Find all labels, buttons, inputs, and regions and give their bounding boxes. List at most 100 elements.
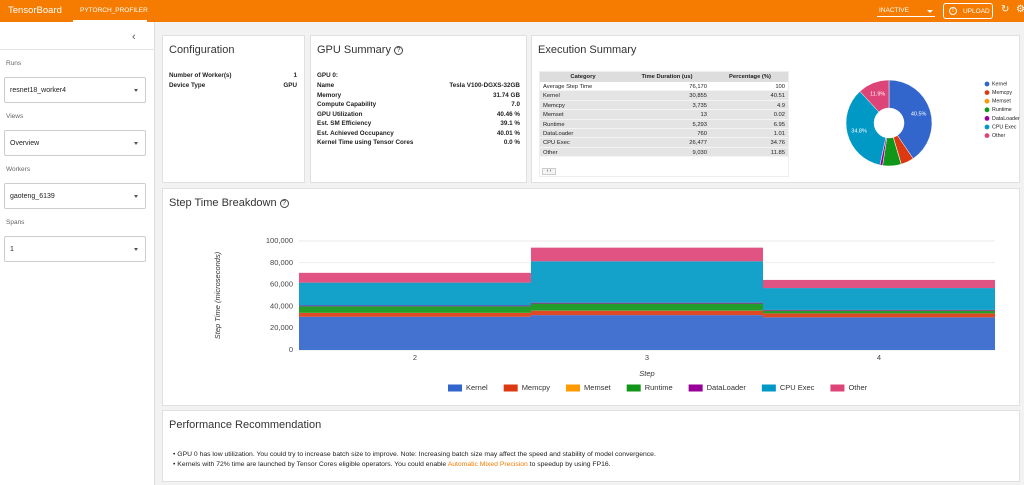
row-value: 7.0 (511, 101, 520, 108)
y-axis-label: Step Time (microseconds) (213, 251, 222, 339)
field-label: Workers (6, 166, 31, 173)
legend-swatch (448, 384, 462, 392)
select-caret (134, 89, 138, 92)
settings-icon[interactable]: ⚙ (1016, 4, 1024, 15)
bar-segment (299, 306, 531, 313)
amp-link[interactable]: Automatic Mixed Precision (447, 461, 528, 468)
table-cell: 40.51 (770, 93, 785, 100)
table-cell: 76,170 (689, 84, 707, 90)
select-caret (134, 142, 138, 145)
table-row: Memcpy 3,735 4.9 (540, 100, 788, 111)
select-value: resnet18_worker4 (10, 87, 67, 94)
row-label: Memory (317, 91, 342, 99)
summary-table: Category Time Duration (us) Percentage (%)… (539, 71, 789, 177)
legend-swatch (761, 384, 776, 392)
column-header: Category (570, 74, 596, 80)
table-cell: 0.02 (773, 112, 785, 119)
bar-segment (763, 288, 995, 310)
table-row: Runtime 5,293 6.95 (540, 119, 788, 129)
row-label: Number of Worker(s) (169, 72, 232, 79)
pie-slice (888, 79, 933, 159)
table-cell: Average Step Time (543, 84, 593, 90)
upload-icon: ! (949, 7, 957, 15)
table-row: Memset 13 0.02 (540, 110, 788, 120)
bar-segment (299, 282, 531, 306)
row-label: Kernel Time using Tensor Cores (317, 139, 414, 146)
column-header: Percentage (%) (729, 74, 771, 80)
row-value: Tesla V100-DGXS-32GB (449, 82, 520, 89)
profiler-tab[interactable]: PYTORCH_PROFILER (80, 7, 148, 14)
execution-summary-card: Execution Summary 40.5% Kernel Memcpy Memse… (531, 35, 1020, 183)
table-cell: 13 (700, 112, 707, 119)
table-pager[interactable]: ‹ › (542, 168, 556, 175)
collapse-chevron[interactable]: ‹ (132, 31, 136, 43)
row-value: 31.74 GB (493, 91, 520, 99)
legend-label: Runtime (645, 383, 673, 392)
card-title: Configuration (169, 44, 235, 56)
select-value: 1 (10, 246, 14, 253)
gpu-summary-card: GPU Summary? GPU 0: Name Tesla V100-DGXS-… (310, 35, 527, 183)
card-title: Execution Summary (538, 44, 637, 56)
bar-segment (299, 305, 531, 307)
row-label: Est. SM Efficiency (317, 120, 372, 127)
pie-label: 40.5% (911, 111, 927, 117)
table-cell: Other (543, 149, 558, 156)
recommendation-item: • GPU 0 has low utilization. You could t… (173, 451, 656, 458)
pie-label: 11.9% (870, 92, 885, 98)
field-label: Spans (6, 219, 25, 226)
table-header: Category Time Duration (us) Percentage (%) (540, 72, 788, 82)
table-cell: 34.76 (770, 140, 785, 147)
select-box[interactable]: 1 (4, 236, 146, 262)
bar-segment (763, 279, 995, 289)
refresh-icon[interactable]: ↻ (1001, 4, 1010, 15)
table-cell: Kernel (543, 93, 560, 100)
y-tick-label: 60,000 (270, 280, 293, 289)
row-label: GPU Utilization (317, 110, 363, 118)
bar-segment (531, 310, 763, 316)
y-tick-label: 0 (289, 345, 293, 354)
table-row: Average Step Time 76,170 100 (540, 82, 788, 92)
bar-segment (531, 302, 763, 304)
legend-label: DataLoader (992, 116, 1020, 122)
table-cell: Runtime (543, 121, 565, 128)
bar-segment (531, 247, 763, 262)
status-select[interactable]: INACTIVE (879, 7, 909, 14)
legend-swatch (984, 81, 990, 87)
table-cell: Memcpy (543, 102, 565, 109)
select-caret (134, 248, 138, 251)
select-value: Overview (10, 140, 40, 147)
table-cell: 1.01 (773, 131, 785, 137)
legend-label: Kernel (992, 81, 1007, 87)
card-title: GPU Summary? (317, 44, 403, 56)
sidebar: ‹ Runs resnet18_worker4 Views Overview Worke… (0, 22, 155, 485)
status-caret (927, 10, 933, 13)
row-label: Device Type (169, 82, 206, 89)
legend-swatch (984, 124, 990, 130)
select-box[interactable]: resnet18_worker4 (4, 77, 146, 103)
row-label: Est. Achieved Occupancy (317, 129, 394, 137)
select-box[interactable]: Overview (4, 130, 146, 156)
card-title: Performance Recommendation (169, 419, 322, 431)
status-underline (877, 16, 935, 17)
legend-label: Other (848, 383, 867, 392)
legend-label: Memcpy (992, 90, 1012, 96)
gpu-label: GPU 0: (317, 72, 338, 79)
table-cell: 26,477 (689, 140, 707, 147)
bar-segment (299, 272, 531, 283)
bar-segment (763, 310, 995, 314)
row-value: 1 (293, 72, 297, 79)
brand: TensorBoard (8, 5, 62, 16)
y-tick-label: 20,000 (270, 323, 293, 332)
legend-swatch (984, 133, 990, 138)
item-text: Kernels with 72% time are launched by Te… (177, 461, 448, 468)
column-header: Time Duration (us) (641, 74, 693, 80)
select-box[interactable]: gaoteng_6139 (4, 183, 146, 209)
configuration-card: Configuration Number of Worker(s) 1 Device… (162, 35, 305, 183)
legend-swatch (566, 384, 581, 392)
table-cell: 11.85 (770, 149, 785, 156)
x-tick-label: 2 (413, 353, 417, 362)
help-icon[interactable]: ? (279, 199, 289, 208)
help-icon[interactable]: ? (393, 46, 403, 55)
upload-button[interactable]: ! UPLOAD (943, 3, 993, 19)
